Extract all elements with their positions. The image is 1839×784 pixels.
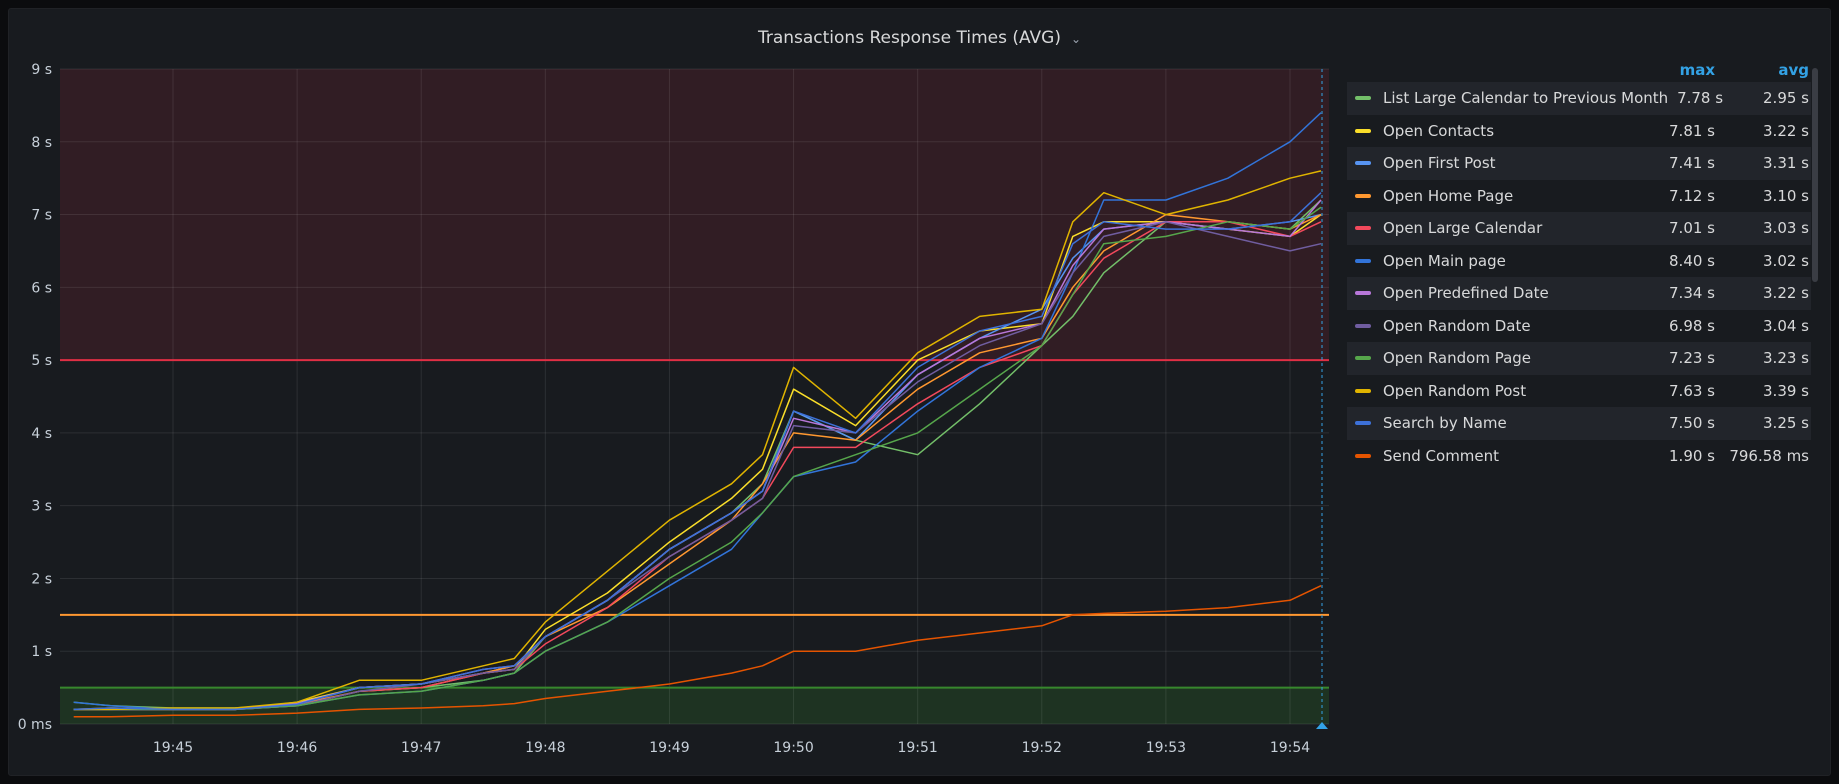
legend-item-max: 7.01 s (1669, 219, 1715, 238)
legend-item-avg: 3.04 s (1763, 316, 1809, 335)
threshold-zone-high (60, 69, 1329, 361)
legend-item[interactable]: Open Random Post 7.63 s 3.39 s (1347, 375, 1811, 408)
legend-item[interactable]: Search by Name 7.50 s 3.25 s (1347, 407, 1811, 440)
legend-item-max: 1.90 s (1669, 446, 1715, 465)
legend-swatch (1355, 96, 1371, 101)
legend-item-name: Open Random Date (1383, 316, 1531, 335)
legend-header-avg[interactable]: avg (1778, 61, 1809, 79)
legend-item-name: Send Comment (1383, 446, 1500, 465)
legend-swatch (1355, 193, 1371, 198)
y-tick-label: 8 s (31, 135, 52, 151)
legend-item-name: Open Main page (1383, 251, 1506, 270)
panel-title-text: Transactions Response Times (AVG) (757, 28, 1061, 48)
legend-item-name: List Large Calendar to Previous Month (1383, 89, 1669, 108)
legend-swatch (1355, 291, 1371, 296)
x-tick-label: 19:53 (1146, 740, 1186, 756)
legend-item-max: 7.12 s (1669, 186, 1715, 205)
legend-item[interactable]: Open Home Page 7.12 s 3.10 s (1347, 180, 1811, 213)
series-line[interactable] (73, 192, 1322, 711)
legend-swatch (1355, 161, 1371, 166)
series-line[interactable] (73, 206, 1322, 711)
x-tick-label: 19:52 (1022, 740, 1062, 756)
legend-item[interactable]: Open First Post 7.41 s 3.31 s (1347, 147, 1811, 180)
legend-item-avg: 3.39 s (1763, 381, 1809, 400)
legend-item-avg: 3.31 s (1763, 154, 1809, 173)
legend-item-name: Open Random Post (1383, 381, 1527, 400)
y-tick-label: 9 s (31, 62, 52, 78)
series-line[interactable] (73, 585, 1322, 718)
time-cursor-marker[interactable] (1316, 722, 1328, 729)
legend-rows: List Large Calendar to Previous Month 7.7… (1347, 82, 1811, 472)
legend-item[interactable]: Open Predefined Date 7.34 s 3.22 s (1347, 277, 1811, 310)
x-tick-label: 19:54 (1270, 740, 1310, 756)
legend-item-name: Open Random Page (1383, 349, 1532, 368)
y-tick-label: 2 s (31, 571, 52, 587)
legend-item-avg: 3.22 s (1763, 121, 1809, 140)
legend-item-max: 7.78 s (1677, 89, 1724, 108)
legend-item[interactable]: Send Comment 1.90 s 796.58 ms (1347, 440, 1811, 473)
panel: Transactions Response Times (AVG) ⌄ (8, 8, 1831, 776)
legend-item[interactable]: Open Main page 8.40 s 3.02 s (1347, 245, 1811, 278)
legend-item-avg: 3.23 s (1763, 349, 1809, 368)
legend-item-max: 7.34 s (1669, 284, 1715, 303)
legend-item-max: 7.23 s (1669, 349, 1715, 368)
legend-item-avg: 796.58 ms (1729, 446, 1809, 465)
legend-swatch (1355, 421, 1371, 426)
legend-item-max: 8.40 s (1669, 251, 1715, 270)
legend-swatch (1355, 388, 1371, 393)
legend-item-avg: 3.02 s (1763, 251, 1809, 270)
legend-item-avg: 3.22 s (1763, 284, 1809, 303)
legend-header: max avg (1347, 58, 1811, 82)
x-tick-label: 19:50 (773, 740, 813, 756)
series-line[interactable] (73, 170, 1322, 711)
legend-item-name: Search by Name (1383, 414, 1507, 433)
legend-item-avg: 3.03 s (1763, 219, 1809, 238)
x-tick-label: 19:49 (649, 740, 689, 756)
y-tick-label: 3 s (31, 499, 52, 515)
legend-item-name: Open Large Calendar (1383, 219, 1543, 238)
legend-item-avg: 3.25 s (1763, 414, 1809, 433)
x-tick-label: 19:46 (277, 740, 317, 756)
threshold-zone-low (60, 687, 1329, 724)
y-tick-label: 7 s (31, 208, 52, 224)
legend-item[interactable]: Open Contacts 7.81 s 3.22 s (1347, 115, 1811, 148)
chevron-down-icon[interactable]: ⌄ (1070, 32, 1082, 46)
y-tick-label: 5 s (31, 353, 52, 369)
legend-swatch (1355, 226, 1371, 231)
legend-swatch (1355, 128, 1371, 133)
legend-item-max: 7.41 s (1669, 154, 1715, 173)
legend-item-name: Open Predefined Date (1383, 284, 1549, 303)
y-tick-label: 4 s (31, 426, 52, 442)
legend-scrollbar[interactable] (1812, 68, 1818, 282)
legend: max avg List Large Calendar to Previous … (1347, 58, 1811, 472)
x-tick-label: 19:45 (153, 740, 193, 756)
legend-item-name: Open Contacts (1383, 121, 1495, 140)
legend-header-max[interactable]: max (1679, 61, 1715, 79)
x-tick-label: 19:47 (401, 740, 441, 756)
legend-item[interactable]: Open Random Date 6.98 s 3.04 s (1347, 310, 1811, 343)
legend-item-max: 7.63 s (1669, 381, 1715, 400)
legend-item[interactable]: Open Random Page 7.23 s 3.23 s (1347, 342, 1811, 375)
legend-item-max: 6.98 s (1669, 316, 1715, 335)
panel-title[interactable]: Transactions Response Times (AVG) ⌄ (9, 21, 1830, 55)
legend-item-max: 7.50 s (1669, 414, 1715, 433)
legend-swatch (1355, 323, 1371, 328)
legend-item-avg: 2.95 s (1763, 89, 1809, 108)
legend-swatch (1355, 453, 1371, 458)
x-tick-label: 19:51 (897, 740, 937, 756)
legend-swatch (1355, 258, 1371, 263)
x-tick-label: 19:48 (525, 740, 565, 756)
legend-item-name: Open First Post (1383, 154, 1496, 173)
legend-item-max: 7.81 s (1669, 121, 1715, 140)
legend-item-avg: 3.10 s (1763, 186, 1809, 205)
legend-item[interactable]: List Large Calendar to Previous Month 7.7… (1347, 82, 1811, 115)
y-tick-label: 1 s (31, 644, 52, 660)
y-tick-label: 0 ms (18, 717, 52, 733)
legend-item-name: Open Home Page (1383, 186, 1514, 205)
y-tick-label: 6 s (31, 280, 52, 296)
legend-item[interactable]: Open Large Calendar 7.01 s 3.03 s (1347, 212, 1811, 245)
legend-swatch (1355, 356, 1371, 361)
